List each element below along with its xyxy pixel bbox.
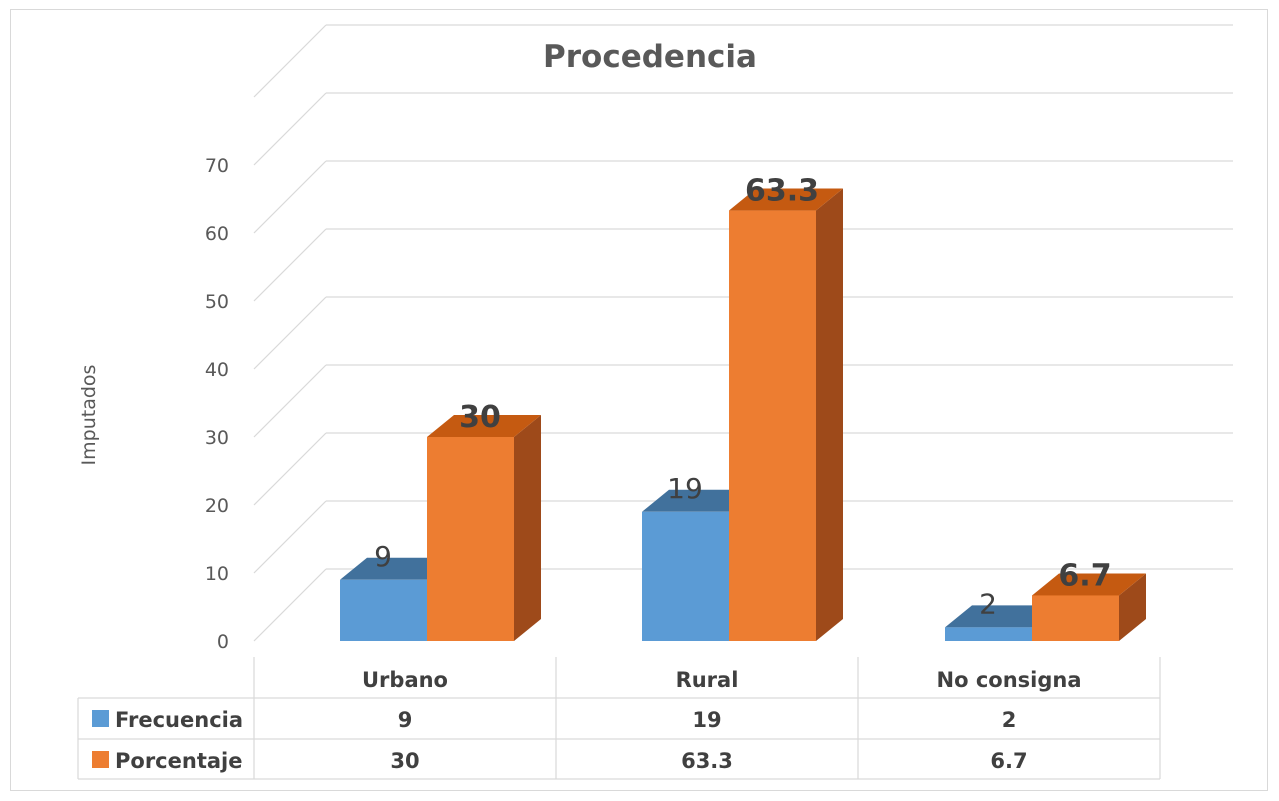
chart-title: Procedencia [543, 39, 757, 75]
porcentaje-data-label: 30 [459, 400, 501, 435]
porcentaje-bar-rural-side [816, 188, 843, 641]
gridline-side [253, 92, 327, 166]
porcentaje-bar-urbano [427, 437, 514, 641]
frecuencia-bar-no-consigna [945, 627, 1032, 641]
porcentaje-data-label: 63.3 [745, 174, 819, 209]
gridline-side [253, 296, 327, 370]
y-tick-label: 10 [205, 563, 229, 585]
frecuencia-bar-urbano [340, 579, 427, 641]
table-cell: 19 [692, 708, 721, 732]
gridline-side [253, 500, 327, 574]
category-label: No consigna [937, 668, 1082, 692]
y-tick-label: 20 [205, 495, 229, 517]
gridline-side [253, 24, 327, 98]
y-tick-label: 30 [205, 427, 229, 449]
y-tick-label: 60 [205, 223, 229, 245]
bars [340, 188, 1146, 641]
y-tick-label: 0 [217, 631, 229, 653]
table-cell: 9 [398, 708, 413, 732]
gridline-side [253, 364, 327, 438]
table-cell: 63.3 [681, 749, 733, 773]
porcentaje-bar-no-consigna-top [1032, 573, 1146, 596]
gridline-side [253, 568, 327, 642]
frecuencia-bar-no-consigna-top [945, 605, 1059, 628]
porcentaje-bar-rural-top [729, 188, 843, 211]
y-axis-label: Imputados [78, 365, 100, 466]
legend-swatch-frecuencia [92, 710, 109, 727]
legend-swatch-porcentaje [92, 751, 109, 768]
data-labels: 9 19 2 30 63.3 6.7 [374, 174, 1111, 621]
table-cell: 30 [390, 749, 419, 773]
table-cell: 6.7 [990, 749, 1027, 773]
category-label: Urbano [362, 668, 448, 692]
y-axis-ticks: 0 10 20 30 40 50 60 70 [205, 155, 229, 653]
bar-chart: Procedencia Imputados 0 10 20 30 40 50 60 70 9 1… [77, 24, 1233, 780]
gridline-side [253, 228, 327, 302]
porcentaje-bar-no-consigna [1032, 595, 1119, 641]
y-tick-label: 70 [205, 155, 229, 177]
frecuencia-data-label: 2 [979, 587, 997, 620]
frecuencia-data-label: 9 [374, 540, 392, 573]
porcentaje-bar-urbano-side [514, 415, 541, 641]
gridline-side [253, 160, 327, 234]
frecuencia-bar-rural [642, 511, 729, 641]
frecuencia-data-label: 19 [667, 472, 703, 505]
y-tick-label: 40 [205, 359, 229, 381]
gridline-side [253, 432, 327, 506]
y-tick-label: 50 [205, 291, 229, 313]
table-cell: 2 [1002, 708, 1017, 732]
frecuencia-bar-rural-top [642, 489, 756, 512]
porcentaje-bar-no-consigna-side [1119, 573, 1146, 641]
chart-frame: Procedencia Imputados 0 10 20 30 40 50 60 70 9 1… [10, 9, 1268, 791]
porcentaje-data-label: 6.7 [1058, 558, 1111, 593]
frecuencia-bar-urbano-top [340, 557, 454, 580]
legend-label-frecuencia: Frecuencia [115, 708, 243, 732]
category-label: Rural [676, 668, 739, 692]
data-table: Urbano Rural No consigna Frecuencia 9 19 2 Porc… [77, 657, 1161, 780]
porcentaje-bar-rural [729, 210, 816, 641]
legend-label-porcentaje: Porcentaje [115, 749, 242, 773]
porcentaje-bar-urbano-top [427, 415, 541, 437]
